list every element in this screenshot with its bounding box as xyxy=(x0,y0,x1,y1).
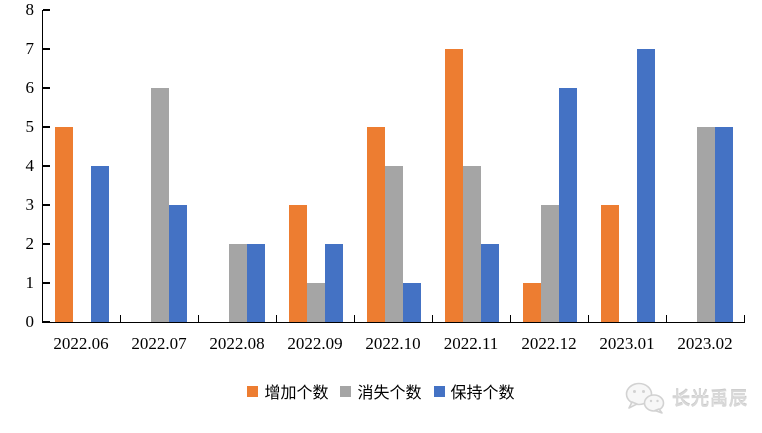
bar-保持个数-2023.02 xyxy=(715,127,733,322)
legend-label: 保持个数 xyxy=(450,385,515,402)
x-axis-label: 2022.07 xyxy=(131,334,187,353)
legend-item: 保持个数 xyxy=(433,379,515,403)
x-axis-tick xyxy=(587,315,589,322)
bar-消失个数-2022.08 xyxy=(229,244,247,322)
x-axis-label: 2022.06 xyxy=(53,334,109,353)
y-axis-label: 8 xyxy=(25,0,35,19)
x-axis-tick xyxy=(431,315,433,322)
watermark: 长光禹辰 xyxy=(624,378,748,418)
x-axis-label: 2022.12 xyxy=(521,334,577,353)
legend-label: 增加个数 xyxy=(264,385,329,402)
y-axis-label: 7 xyxy=(25,39,35,58)
y-axis-tick xyxy=(43,282,50,284)
bar-增加个数-2022.12 xyxy=(523,283,541,322)
bar-增加个数-2022.09 xyxy=(289,205,307,322)
bar-保持个数-2022.09 xyxy=(325,244,343,322)
y-axis-label: 1 xyxy=(25,273,35,292)
bar-消失个数-2023.02 xyxy=(697,127,715,322)
y-axis-label: 6 xyxy=(25,78,35,97)
bar-保持个数-2022.06 xyxy=(91,166,109,322)
bar-增加个数-2023.01 xyxy=(601,205,619,322)
legend-item: 增加个数 xyxy=(247,379,328,403)
bar-消失个数-2022.11 xyxy=(463,166,481,322)
bar-消失个数-2022.09 xyxy=(307,283,325,322)
bar-消失个数-2022.12 xyxy=(541,205,559,322)
watermark-text: 长光禹辰 xyxy=(672,389,748,409)
bar-保持个数-2022.07 xyxy=(169,205,187,322)
bar-增加个数-2022.10 xyxy=(367,127,385,322)
bar-保持个数-2023.01 xyxy=(637,49,655,322)
bar-保持个数-2022.08 xyxy=(247,244,265,322)
bar-消失个数-2022.10 xyxy=(385,166,403,322)
bar-增加个数-2022.11 xyxy=(445,49,463,322)
x-axis-label: 2022.11 xyxy=(443,334,499,353)
y-axis-tick xyxy=(43,243,50,245)
y-axis-tick xyxy=(43,321,50,323)
x-axis-tick xyxy=(197,315,199,322)
y-axis-label: 5 xyxy=(25,117,35,136)
legend: 增加个数 消失个数 保持个数 xyxy=(0,380,762,402)
legend-swatch xyxy=(247,385,259,397)
bar-保持个数-2022.12 xyxy=(559,88,577,322)
y-axis-tick xyxy=(43,126,50,128)
x-axis-tick xyxy=(743,315,745,322)
x-axis-label: 2023.02 xyxy=(677,334,733,353)
bar-保持个数-2022.11 xyxy=(481,244,499,322)
y-axis-label: 3 xyxy=(25,195,35,214)
x-axis-label: 2022.09 xyxy=(287,334,343,353)
wechat-bubbles-icon xyxy=(625,382,665,414)
legend-swatch xyxy=(433,385,445,397)
x-axis-label: 2023.01 xyxy=(599,334,655,353)
y-axis-tick xyxy=(43,204,50,206)
y-axis-label: 4 xyxy=(25,156,35,175)
y-axis-tick xyxy=(43,9,50,11)
x-axis-tick xyxy=(353,315,355,322)
x-axis-label: 2022.10 xyxy=(365,334,421,353)
y-axis-tick xyxy=(43,48,50,50)
x-axis-label: 2022.08 xyxy=(209,334,265,353)
legend-label: 消失个数 xyxy=(357,385,422,402)
y-axis-tick xyxy=(43,165,50,167)
legend-swatch xyxy=(340,385,352,397)
x-axis-tick xyxy=(119,315,121,322)
y-axis-label: 0 xyxy=(25,312,35,331)
legend-item: 消失个数 xyxy=(340,379,422,403)
y-axis-label: 2 xyxy=(25,234,35,253)
x-axis-tick xyxy=(665,315,667,322)
x-axis-tick xyxy=(509,315,511,322)
plot-area xyxy=(42,9,745,323)
y-axis-tick xyxy=(43,87,50,89)
bar-消失个数-2022.07 xyxy=(151,88,169,322)
x-axis-tick xyxy=(275,315,277,322)
bar-增加个数-2022.06 xyxy=(55,127,73,322)
bar-保持个数-2022.10 xyxy=(403,283,421,322)
